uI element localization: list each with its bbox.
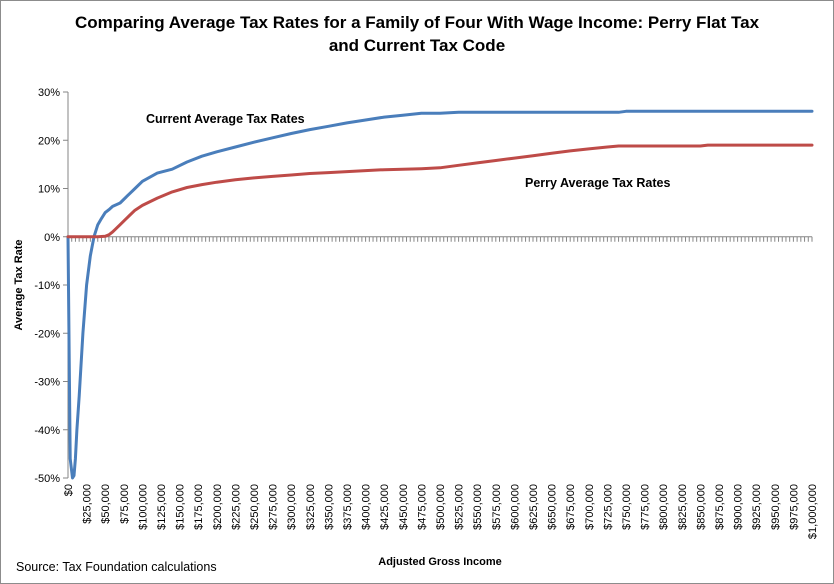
y-tick-label: -50%	[34, 473, 60, 485]
y-tick-label: -30%	[34, 377, 60, 389]
chart-title-line-2: and Current Tax Code	[329, 36, 505, 55]
x-tick-label: $375,000	[342, 484, 354, 530]
x-axis-tick-labels: $0 $25,000 $50,000 $75,000 $100,000 $125,000 $…	[63, 484, 819, 539]
x-tick-label: $500,000	[435, 484, 447, 530]
x-tick-label: $950,000	[770, 484, 782, 530]
x-tick-label: $300,000	[286, 484, 298, 530]
x-tick-label: $50,000	[100, 484, 112, 524]
x-tick-label: $850,000	[695, 484, 707, 530]
x-tick-label: $350,000	[323, 484, 335, 530]
y-tick-label: 10%	[38, 184, 60, 196]
x-tick-label: $625,000	[528, 484, 540, 530]
x-tick-label: $125,000	[156, 484, 168, 530]
x-tick-label: $525,000	[454, 484, 466, 530]
x-tick-label: $925,000	[751, 484, 763, 530]
x-tick-label: $650,000	[547, 484, 559, 530]
plot-area: -50% -40% -30% -20% -10% 0% 10% 20% 30% $0 $25,00…	[34, 87, 819, 539]
x-tick-label: $575,000	[491, 484, 503, 530]
x-tick-label: $400,000	[361, 484, 373, 530]
y-axis-tick-labels: -50% -40% -30% -20% -10% 0% 10% 20% 30%	[34, 87, 60, 485]
x-tick-label: $475,000	[416, 484, 428, 530]
x-axis-title: Adjusted Gross Income	[378, 556, 501, 568]
chart-title-line-1: Comparing Average Tax Rates for a Family…	[75, 13, 760, 32]
x-tick-label: $900,000	[733, 484, 745, 530]
x-tick-label: $100,000	[137, 484, 149, 530]
series-lines	[66, 109, 814, 480]
current-series-label: Current Average Tax Rates	[146, 112, 305, 126]
x-tick-label: $775,000	[640, 484, 652, 530]
x-tick-label: $175,000	[193, 484, 205, 530]
x-tick-label: $750,000	[621, 484, 633, 530]
y-tick-label: -10%	[34, 280, 60, 292]
x-tick-label: $150,000	[175, 484, 187, 530]
perry-series-label: Perry Average Tax Rates	[525, 176, 671, 190]
y-tick-label: 0%	[44, 232, 60, 244]
y-tick-label: -40%	[34, 425, 60, 437]
x-tick-label: $275,000	[268, 484, 280, 530]
y-tick-label: 20%	[38, 135, 60, 147]
x-tick-label: $0	[63, 484, 75, 496]
x-tick-label: $675,000	[565, 484, 577, 530]
x-tick-label: $450,000	[398, 484, 410, 530]
x-tick-label: $550,000	[472, 484, 484, 530]
x-tick-label: $75,000	[119, 484, 131, 524]
x-tick-label: $875,000	[714, 484, 726, 530]
x-tick-label: $825,000	[677, 484, 689, 530]
current-tax-rate-line	[66, 109, 814, 480]
y-axis-title: Average Tax Rate	[13, 239, 25, 330]
x-tick-label: $325,000	[305, 484, 317, 530]
perry-tax-rate-line	[66, 143, 814, 239]
y-tick-label: 30%	[38, 87, 60, 99]
source-note: Source: Tax Foundation calculations	[16, 560, 217, 574]
x-tick-label: $200,000	[212, 484, 224, 530]
x-axis-ticks	[67, 236, 813, 242]
y-tick-label: -20%	[34, 328, 60, 340]
x-tick-label: $225,000	[230, 484, 242, 530]
x-tick-label: $975,000	[788, 484, 800, 530]
x-tick-label: $25,000	[82, 484, 94, 524]
x-tick-label: $1,000,000	[807, 484, 819, 539]
x-tick-label: $250,000	[249, 484, 261, 530]
x-tick-label: $600,000	[509, 484, 521, 530]
x-tick-label: $700,000	[584, 484, 596, 530]
x-tick-label: $425,000	[379, 484, 391, 530]
x-tick-label: $725,000	[602, 484, 614, 530]
x-tick-label: $800,000	[658, 484, 670, 530]
